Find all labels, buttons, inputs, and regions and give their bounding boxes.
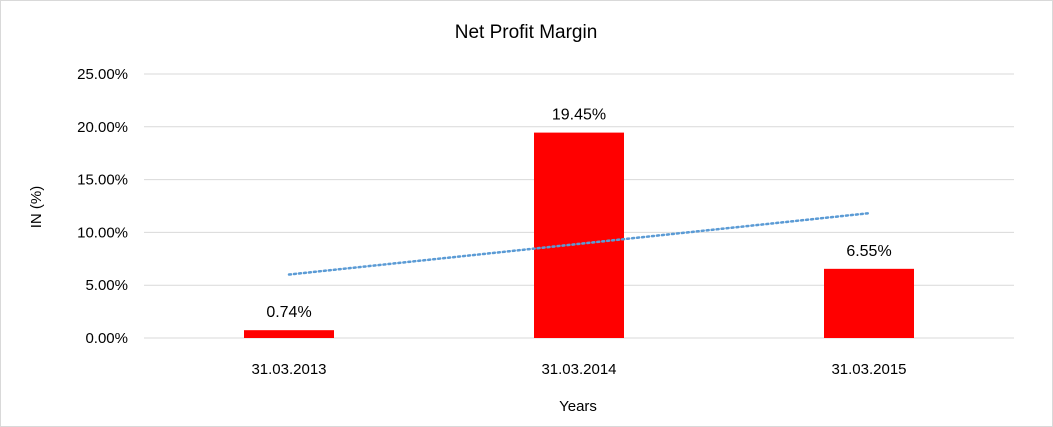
y-tick-label: 10.00% xyxy=(77,224,128,241)
y-tick-label: 15.00% xyxy=(77,172,128,189)
data-label: 0.74% xyxy=(266,304,311,321)
y-axis-title: IN (%) xyxy=(28,186,45,229)
trendline xyxy=(287,211,871,276)
x-tick-label: 31.03.2014 xyxy=(541,361,616,378)
y-tick-label: 5.00% xyxy=(85,277,128,294)
bars xyxy=(244,132,914,338)
bar xyxy=(534,132,624,338)
y-tick-label: 0.00% xyxy=(85,330,128,347)
y-axis-ticks: 0.00% 5.00% 10.00% 15.00% 20.00% 25.00% xyxy=(77,66,128,347)
x-axis-title: Years xyxy=(559,398,597,415)
y-tick-label: 25.00% xyxy=(77,66,128,83)
trendline-group xyxy=(287,211,871,276)
chart-title: Net Profit Margin xyxy=(455,22,598,43)
x-axis-ticks: 31.03.2013 31.03.2014 31.03.2015 xyxy=(251,361,906,378)
x-tick-label: 31.03.2013 xyxy=(251,361,326,378)
data-label: 19.45% xyxy=(552,107,606,124)
y-tick-label: 20.00% xyxy=(77,119,128,136)
data-label: 6.55% xyxy=(846,243,891,260)
data-labels: 0.74% 19.45% 6.55% xyxy=(266,107,891,322)
bar xyxy=(824,268,914,338)
bar xyxy=(244,330,334,338)
x-tick-label: 31.03.2015 xyxy=(831,361,906,378)
